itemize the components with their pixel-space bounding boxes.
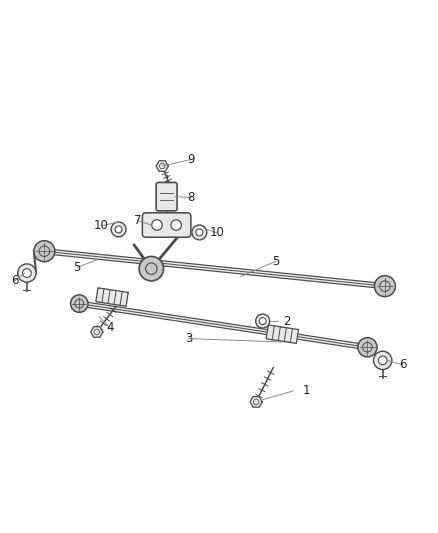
Circle shape bbox=[196, 229, 203, 236]
Circle shape bbox=[378, 356, 387, 365]
Polygon shape bbox=[91, 327, 103, 337]
Circle shape bbox=[374, 351, 392, 369]
Circle shape bbox=[18, 264, 36, 282]
Circle shape bbox=[171, 220, 181, 230]
Polygon shape bbox=[266, 325, 298, 343]
Circle shape bbox=[111, 222, 126, 237]
Circle shape bbox=[34, 241, 55, 262]
Circle shape bbox=[22, 269, 31, 277]
Text: 10: 10 bbox=[209, 227, 224, 239]
Text: 6: 6 bbox=[399, 358, 406, 372]
Text: 4: 4 bbox=[106, 321, 113, 334]
Polygon shape bbox=[156, 161, 168, 172]
Text: 10: 10 bbox=[94, 220, 109, 232]
FancyBboxPatch shape bbox=[142, 213, 191, 237]
Circle shape bbox=[192, 225, 207, 240]
Circle shape bbox=[152, 220, 162, 230]
Text: 1: 1 bbox=[303, 384, 310, 398]
Circle shape bbox=[358, 338, 377, 357]
Text: 7: 7 bbox=[134, 214, 142, 227]
Circle shape bbox=[256, 314, 270, 328]
Polygon shape bbox=[250, 397, 262, 407]
Circle shape bbox=[374, 276, 396, 297]
FancyBboxPatch shape bbox=[156, 182, 177, 211]
Text: 2: 2 bbox=[283, 314, 290, 328]
Text: 3: 3 bbox=[185, 332, 192, 345]
Circle shape bbox=[259, 318, 266, 325]
Polygon shape bbox=[96, 288, 128, 306]
Circle shape bbox=[139, 256, 163, 281]
Text: 6: 6 bbox=[11, 274, 18, 287]
Text: 8: 8 bbox=[187, 191, 194, 204]
Text: 5: 5 bbox=[74, 261, 81, 274]
Circle shape bbox=[115, 226, 122, 233]
Circle shape bbox=[71, 295, 88, 312]
Text: 9: 9 bbox=[187, 153, 194, 166]
Text: 5: 5 bbox=[272, 255, 279, 268]
